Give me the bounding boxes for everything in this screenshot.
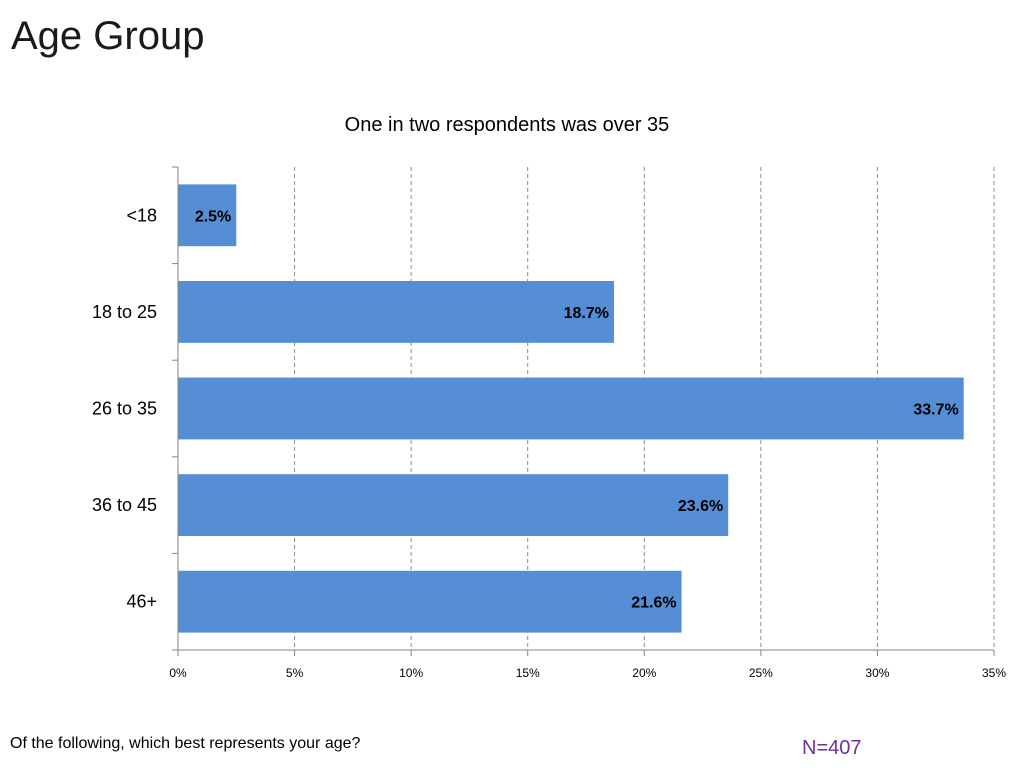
bar-0 xyxy=(178,184,237,247)
category-label-0: <18 xyxy=(126,205,157,225)
category-label-1: 18 to 25 xyxy=(92,302,157,322)
data-label-0: 2.5% xyxy=(195,208,231,225)
bar-chart: 0% 5% 10% 15% 20% 25% 30% 35% <18 18 to 25 26 to 3… xyxy=(92,166,1006,680)
x-tick-label-2: 10% xyxy=(399,666,423,680)
x-tick-label-7: 35% xyxy=(982,666,1006,680)
x-tick-label-4: 20% xyxy=(632,666,656,680)
data-label-2: 33.7% xyxy=(913,402,958,419)
data-label-4: 21.6% xyxy=(631,595,676,612)
data-label-1: 18.7% xyxy=(564,305,609,322)
chart-title: One in two respondents was over 35 xyxy=(344,114,670,136)
x-tick-label-5: 25% xyxy=(749,666,773,680)
data-label-3: 23.6% xyxy=(678,498,723,515)
bar-2 xyxy=(178,377,964,440)
x-tick-label-0: 0% xyxy=(169,666,187,680)
bar-1 xyxy=(178,280,614,343)
bar-4 xyxy=(178,570,682,633)
category-label-3: 36 to 45 xyxy=(92,495,157,515)
bar-3 xyxy=(178,474,729,537)
x-tick-label-1: 5% xyxy=(286,666,304,680)
survey-question: Of the following, which best represents … xyxy=(10,735,361,752)
x-tick-label-3: 15% xyxy=(516,666,540,680)
x-tick-label-6: 30% xyxy=(865,666,889,680)
sample-size: N=407 xyxy=(802,737,862,759)
category-label-4: 46+ xyxy=(126,592,157,612)
page-title: Age Group xyxy=(11,14,205,58)
category-label-2: 26 to 35 xyxy=(92,399,157,419)
